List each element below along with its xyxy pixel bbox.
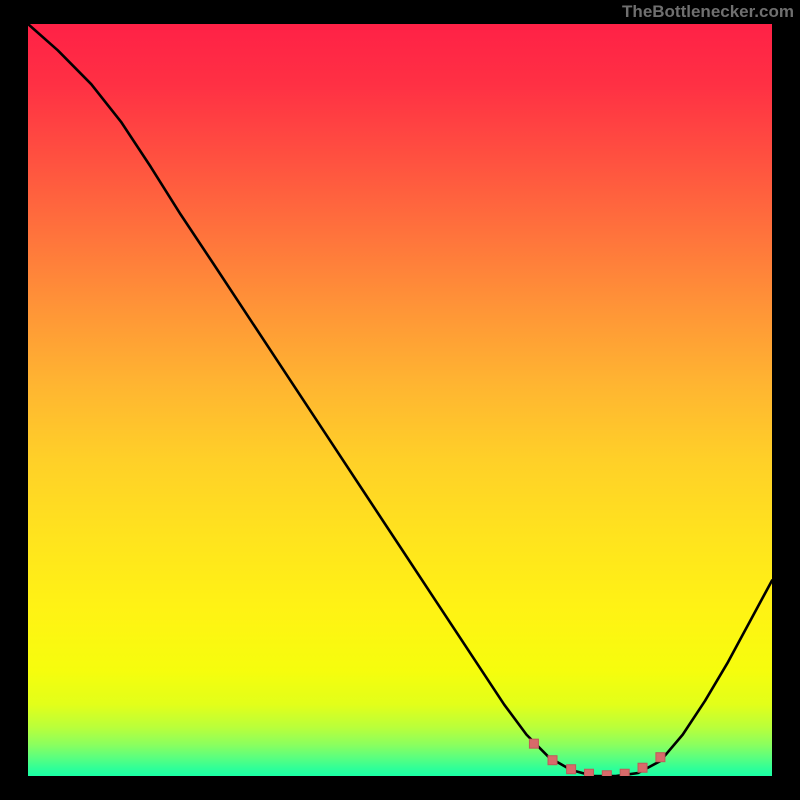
marker-point [638, 763, 647, 772]
watermark-text: TheBottlenecker.com [622, 2, 794, 22]
bottleneck-chart [0, 0, 800, 800]
marker-point [584, 769, 593, 778]
marker-point [567, 765, 576, 774]
marker-point [602, 771, 611, 780]
marker-point [656, 753, 665, 762]
marker-point [548, 756, 557, 765]
gradient-background [28, 24, 772, 776]
chart-container: TheBottlenecker.com [0, 0, 800, 800]
marker-point [620, 769, 629, 778]
marker-point [529, 739, 538, 748]
